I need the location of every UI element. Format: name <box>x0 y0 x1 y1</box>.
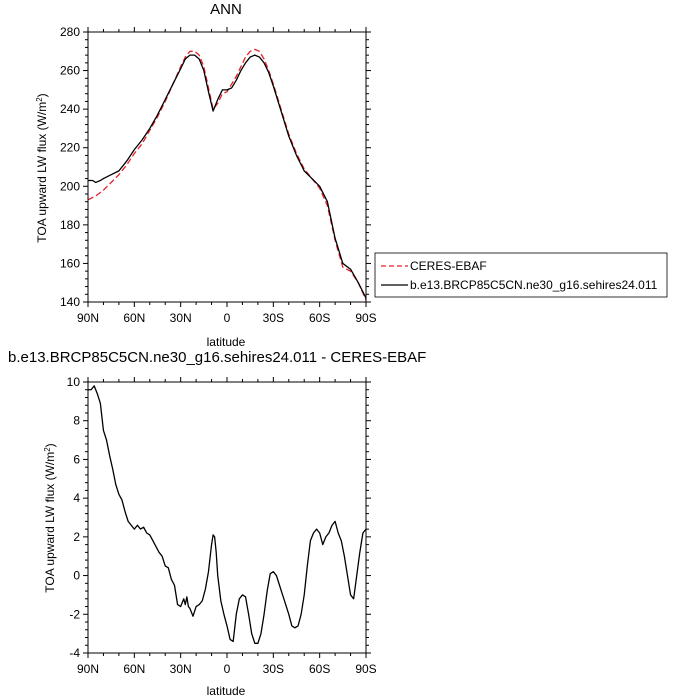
legend-label-model: b.e13.BRCP85C5CN.ne30_g16.sehires24.011 <box>410 278 658 292</box>
chart-top: ANN TOA upward LW flux (W/m2) latitude 9… <box>35 1 668 349</box>
chart-bottom: b.e13.BRCP85C5CN.ne30_g16.sehires24.011 … <box>8 349 426 698</box>
chart-bottom-x-tick-label: 30N <box>170 662 192 676</box>
chart-bottom-ylabel-main: TOA upward LW flux (W/m <box>43 452 57 593</box>
chart-bottom-ylabel-sup: 2 <box>43 447 52 452</box>
chart-top-y-tick-label: 240 <box>60 102 80 116</box>
chart-bottom-x-tick-label: 60N <box>123 662 145 676</box>
chart-top-x-tick-label: 30S <box>263 311 284 325</box>
chart-top-title: ANN <box>210 1 242 18</box>
chart-bottom-series-line-difference <box>88 385 367 644</box>
chart-top-y-tick-label: 180 <box>60 218 80 232</box>
chart-top-xlabel: latitude <box>207 335 246 349</box>
chart-bottom-xlabel: latitude <box>207 684 246 698</box>
chart-bottom-y-tick-label: 10 <box>67 375 81 389</box>
chart-top-x-tick-label: 60N <box>123 311 145 325</box>
chart-bottom-y-tick-label: -4 <box>69 646 80 660</box>
chart-top-ylabel-main: TOA upward LW flux (W/m <box>35 102 49 243</box>
chart-bottom-x-tick-label: 60S <box>309 662 330 676</box>
chart-bottom-y-tick-label: 8 <box>73 414 80 428</box>
chart-bottom-y-tick-label: 6 <box>73 452 80 466</box>
chart-bottom-ylabel-end: ) <box>43 443 57 447</box>
chart-bottom-y-tick-label: 2 <box>73 530 80 544</box>
chart-top-series-line-ceres-ebaf <box>87 48 367 301</box>
chart-top-x-tick-label: 60S <box>309 311 330 325</box>
chart-bottom-ylabel: TOA upward LW flux (W/m2) <box>43 443 57 592</box>
chart-top-x-tick-label: 90N <box>77 311 99 325</box>
chart-bottom-x-tick-label: 90N <box>77 662 99 676</box>
chart-top-x-tick-label: 0 <box>224 311 231 325</box>
chart-top-ylabel-end: ) <box>35 93 49 97</box>
chart-top-y-tick-label: 160 <box>60 256 80 270</box>
chart-bottom-x-tick-label: 30S <box>263 662 284 676</box>
chart-top-y-tick-label: 220 <box>60 141 80 155</box>
chart-top-ylabel-sup: 2 <box>35 97 44 102</box>
chart-top-plot-frame <box>87 31 367 303</box>
chart-top-y-tick-label: 260 <box>60 64 80 78</box>
chart-top-ylabel: TOA upward LW flux (W/m2) <box>35 93 49 242</box>
chart-top-y-tick-label: 140 <box>60 295 80 309</box>
chart-top-y-tick-label: 280 <box>60 25 80 39</box>
chart-top-x-tick-label: 90S <box>355 311 376 325</box>
chart-bottom-x-tick-label: 90S <box>355 662 376 676</box>
chart-top-series-line-b-e13-brcp85c5cn-ne30-g16-sehires24-011 <box>88 54 367 299</box>
svg-text:TOA upward LW flux (W/m2): TOA upward LW flux (W/m2) <box>35 93 49 242</box>
chart-bottom-plot-frame <box>87 381 367 654</box>
chart-bottom-x-tick-label: 0 <box>224 662 231 676</box>
chart-bottom-y-tick-label: 0 <box>73 569 80 583</box>
legend-label-ceres-ebaf: CERES-EBAF <box>410 259 487 273</box>
chart-top-legend: CERES-EBAF b.e13.BRCP85C5CN.ne30_g16.seh… <box>374 252 668 298</box>
chart-top-x-tick-label: 30N <box>170 311 192 325</box>
chart-top-y-tick-label: 200 <box>60 179 80 193</box>
chart-bottom-title: b.e13.BRCP85C5CN.ne30_g16.sehires24.011 … <box>8 349 426 366</box>
legend-box <box>374 252 668 298</box>
svg-text:TOA upward LW flux (W/m2): TOA upward LW flux (W/m2) <box>43 443 57 592</box>
chart-bottom-y-tick-label: -2 <box>69 607 80 621</box>
chart-bottom-y-tick-label: 4 <box>73 491 80 505</box>
